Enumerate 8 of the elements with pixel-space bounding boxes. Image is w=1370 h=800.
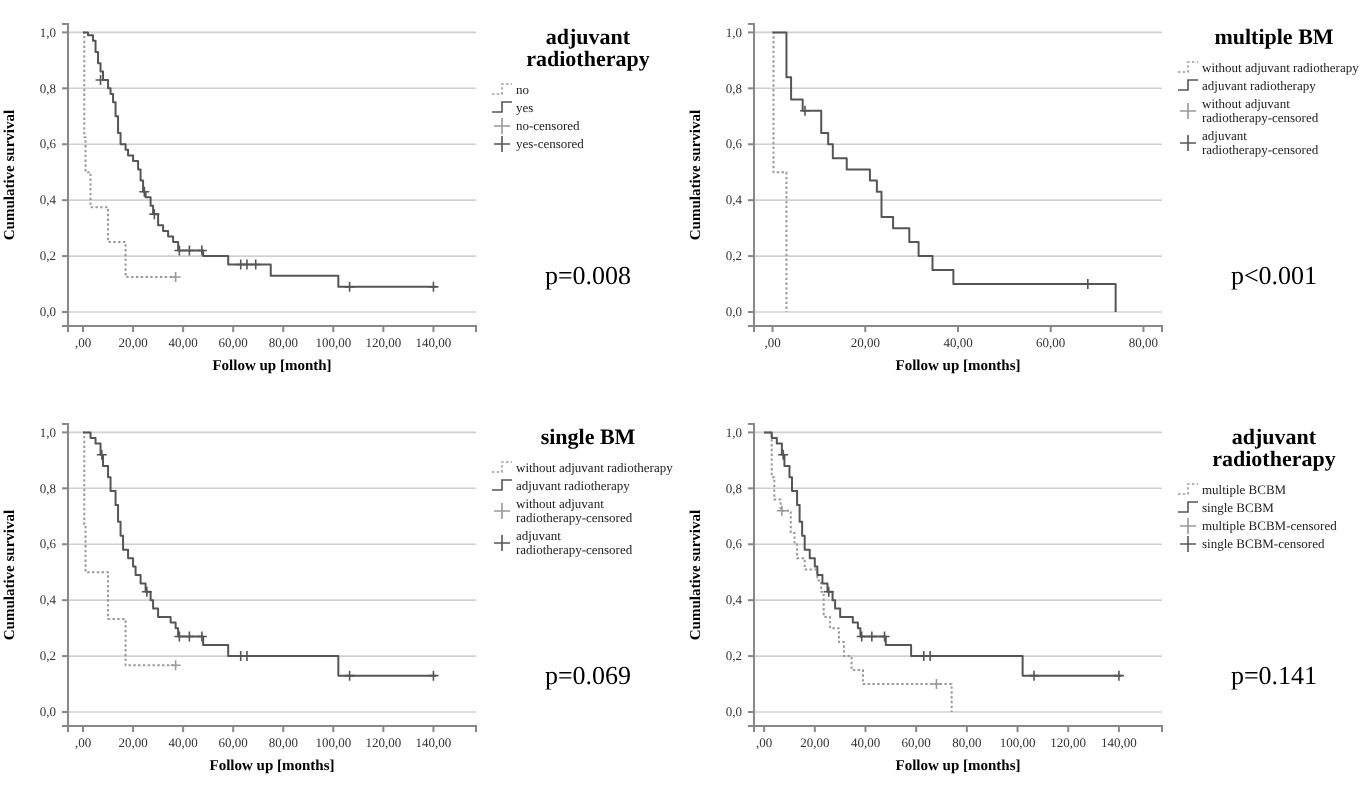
text: p=0.008 [544,260,632,290]
legend-title: adjuvant radiotherapy [526,26,651,72]
text: p=0.141 [1230,660,1318,690]
text: p=0.069 [544,660,632,690]
text: p<0.001 [1230,260,1318,290]
legend-title: multiple BM [1214,26,1335,50]
legend-title: adjuvant radiotherapy [1212,426,1337,472]
legend-title: single BM [540,426,637,450]
